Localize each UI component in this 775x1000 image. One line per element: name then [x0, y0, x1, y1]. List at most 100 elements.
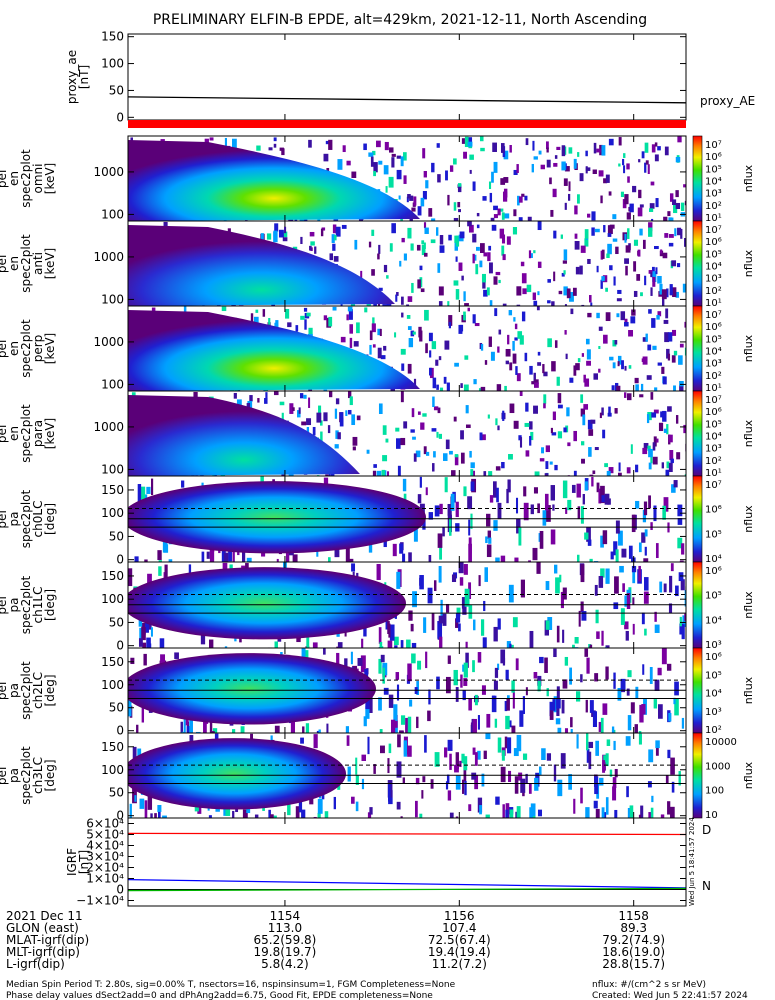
- speck: [144, 800, 148, 818]
- speck: [556, 146, 561, 151]
- y-axis-label-line: pa: [7, 512, 21, 527]
- speck: [582, 493, 585, 505]
- colorbar-tick-label: 10³: [705, 359, 722, 370]
- speck: [654, 245, 659, 250]
- speck: [347, 766, 351, 782]
- speck: [372, 344, 376, 348]
- speck: [586, 733, 589, 751]
- speck: [678, 771, 681, 786]
- speck: [453, 217, 459, 221]
- speck: [422, 148, 426, 159]
- speck: [323, 389, 328, 391]
- speck: [361, 754, 366, 761]
- speck: [360, 270, 363, 278]
- speck: [667, 749, 671, 759]
- speck: [138, 638, 143, 647]
- speck: [603, 755, 607, 763]
- speck: [472, 470, 476, 476]
- speck: [546, 141, 549, 150]
- speck: [546, 147, 549, 153]
- speck: [677, 504, 683, 517]
- speck: [468, 698, 472, 711]
- speck: [552, 699, 556, 711]
- speck: [625, 265, 628, 276]
- speck: [447, 739, 453, 751]
- speck: [641, 532, 646, 543]
- speck: [478, 575, 481, 587]
- colorbar-tick-label: 10²: [705, 286, 722, 297]
- speck: [594, 584, 598, 596]
- speck: [588, 429, 594, 436]
- speck: [671, 355, 676, 363]
- speck: [482, 434, 486, 441]
- speck: [574, 637, 579, 644]
- colorbar-tick-label: 10⁴: [705, 432, 722, 443]
- speck: [650, 272, 653, 278]
- speck: [659, 283, 663, 295]
- speck: [605, 645, 610, 648]
- speck: [573, 365, 577, 376]
- speck: [662, 376, 667, 385]
- speck: [228, 543, 232, 562]
- speck: [616, 298, 622, 302]
- speck: [533, 671, 538, 679]
- speck: [373, 764, 376, 774]
- speck: [449, 812, 454, 818]
- speck: [313, 734, 318, 749]
- speck: [455, 256, 458, 262]
- speck: [417, 206, 422, 216]
- speck: [329, 253, 333, 261]
- speck: [273, 391, 279, 396]
- speck: [403, 421, 408, 429]
- footer-note-left-2: Phase delay values dSect2add=0 and dPhAn…: [6, 991, 433, 1000]
- colorbar: [692, 305, 703, 392]
- speck: [431, 162, 435, 173]
- speck: [646, 375, 652, 380]
- speck: [534, 382, 539, 388]
- speck: [401, 363, 405, 371]
- speck: [666, 461, 670, 469]
- speck: [414, 800, 418, 818]
- speck: [553, 271, 556, 282]
- speck: [140, 486, 146, 500]
- speck: [684, 200, 686, 206]
- speck: [537, 362, 542, 366]
- speck: [679, 380, 684, 387]
- speck: [675, 585, 679, 597]
- speck: [657, 311, 662, 317]
- speck: [488, 245, 492, 251]
- speck: [607, 243, 612, 255]
- speck: [301, 648, 306, 657]
- speck: [670, 458, 674, 464]
- speck: [590, 302, 593, 306]
- speck: [201, 551, 205, 562]
- speck: [273, 230, 278, 237]
- speck: [639, 394, 644, 398]
- speck: [533, 300, 538, 306]
- speck: [321, 792, 325, 800]
- speck: [542, 510, 547, 526]
- speck: [479, 805, 482, 815]
- colorbar-tick-label: 10⁶: [705, 652, 722, 663]
- speck: [624, 392, 627, 398]
- speck: [616, 313, 620, 318]
- speck: [612, 214, 617, 220]
- speck: [681, 717, 685, 729]
- speck: [453, 416, 457, 422]
- speck: [387, 640, 393, 648]
- speck: [469, 450, 472, 458]
- y-tick-label: 5×10⁴: [86, 828, 124, 842]
- footer-row-value: 19.8(19.7): [254, 945, 317, 959]
- speck: [496, 384, 502, 391]
- y-tick-label: 50: [109, 83, 124, 97]
- speck: [433, 406, 439, 411]
- speck: [525, 773, 528, 784]
- speck: [254, 814, 259, 818]
- speck: [273, 143, 277, 148]
- speck: [427, 710, 431, 722]
- speck: [464, 588, 470, 607]
- speck: [598, 346, 601, 350]
- speck: [627, 228, 630, 239]
- speck: [476, 224, 480, 229]
- speck: [643, 558, 649, 562]
